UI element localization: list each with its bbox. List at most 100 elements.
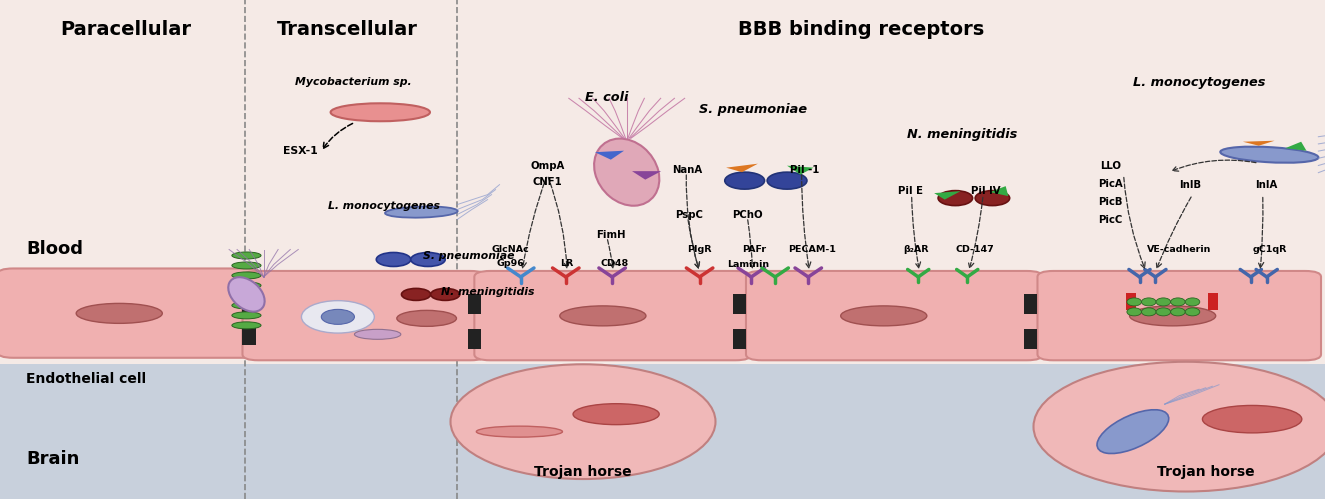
Bar bbox=[1024, 329, 1031, 349]
Polygon shape bbox=[1285, 142, 1306, 151]
Bar bbox=[249, 325, 256, 345]
Polygon shape bbox=[726, 164, 758, 172]
Ellipse shape bbox=[1126, 298, 1141, 306]
Ellipse shape bbox=[1155, 298, 1170, 306]
Ellipse shape bbox=[386, 207, 457, 218]
Bar bbox=[0, 0, 1325, 364]
Ellipse shape bbox=[1129, 306, 1216, 326]
Ellipse shape bbox=[76, 303, 162, 323]
FancyBboxPatch shape bbox=[242, 271, 486, 360]
Ellipse shape bbox=[1155, 308, 1170, 316]
Ellipse shape bbox=[232, 322, 261, 329]
Ellipse shape bbox=[1170, 308, 1185, 316]
Ellipse shape bbox=[354, 329, 400, 339]
Text: Gp96: Gp96 bbox=[496, 259, 525, 268]
Bar bbox=[249, 292, 256, 312]
Ellipse shape bbox=[330, 103, 429, 121]
Ellipse shape bbox=[725, 172, 765, 189]
Ellipse shape bbox=[1203, 405, 1301, 433]
Text: PicA: PicA bbox=[1098, 179, 1122, 189]
Ellipse shape bbox=[975, 191, 1010, 206]
Ellipse shape bbox=[841, 306, 927, 326]
Ellipse shape bbox=[411, 252, 445, 266]
Text: CD48: CD48 bbox=[600, 259, 629, 268]
Text: L. monocytogenes: L. monocytogenes bbox=[329, 201, 440, 211]
Bar bbox=[739, 329, 746, 349]
Bar bbox=[1024, 294, 1031, 314]
Ellipse shape bbox=[376, 252, 411, 266]
Text: BBB binding receptors: BBB binding receptors bbox=[738, 20, 984, 39]
Bar bbox=[1208, 293, 1218, 310]
Polygon shape bbox=[787, 166, 814, 175]
Text: PIgR: PIgR bbox=[688, 245, 712, 254]
Ellipse shape bbox=[1186, 308, 1199, 316]
Bar bbox=[1031, 294, 1037, 314]
Text: Pil E: Pil E bbox=[898, 186, 922, 196]
Ellipse shape bbox=[232, 262, 261, 269]
Ellipse shape bbox=[398, 310, 456, 326]
FancyBboxPatch shape bbox=[474, 271, 751, 360]
Text: VE-cadherin: VE-cadherin bbox=[1147, 245, 1211, 254]
Ellipse shape bbox=[1126, 308, 1141, 316]
Text: Mycobacterium sp.: Mycobacterium sp. bbox=[295, 77, 412, 87]
Text: PicC: PicC bbox=[1098, 215, 1122, 225]
Ellipse shape bbox=[1097, 410, 1169, 454]
Ellipse shape bbox=[228, 277, 265, 312]
Ellipse shape bbox=[232, 292, 261, 299]
Ellipse shape bbox=[1170, 298, 1185, 306]
Text: InIA: InIA bbox=[1256, 180, 1277, 190]
Bar bbox=[1126, 293, 1136, 310]
Text: GlcNAc: GlcNAc bbox=[492, 245, 529, 254]
Text: Brain: Brain bbox=[26, 450, 80, 468]
Text: LR: LR bbox=[560, 259, 574, 268]
Text: InIB: InIB bbox=[1179, 180, 1200, 190]
Text: N. meningitidis: N. meningitidis bbox=[441, 287, 535, 297]
Bar bbox=[733, 329, 739, 349]
Ellipse shape bbox=[477, 426, 562, 437]
Text: β₂AR: β₂AR bbox=[902, 245, 929, 254]
Bar bbox=[468, 329, 474, 349]
Text: Trojan horse: Trojan horse bbox=[534, 465, 632, 479]
Polygon shape bbox=[595, 151, 624, 160]
Bar bbox=[739, 294, 746, 314]
Bar bbox=[733, 294, 739, 314]
Ellipse shape bbox=[232, 272, 261, 279]
Text: FimH: FimH bbox=[596, 230, 625, 240]
Ellipse shape bbox=[1034, 362, 1325, 492]
Ellipse shape bbox=[1142, 308, 1155, 316]
Text: PAFr: PAFr bbox=[742, 245, 766, 254]
Ellipse shape bbox=[594, 139, 660, 206]
Text: PECAM-1: PECAM-1 bbox=[788, 245, 836, 254]
Ellipse shape bbox=[232, 282, 261, 289]
Text: OmpA: OmpA bbox=[530, 161, 564, 171]
Ellipse shape bbox=[559, 306, 647, 326]
Text: LLO: LLO bbox=[1100, 161, 1121, 171]
Text: PicB: PicB bbox=[1098, 197, 1122, 207]
Text: Trojan horse: Trojan horse bbox=[1157, 465, 1255, 479]
Polygon shape bbox=[1243, 141, 1275, 146]
Ellipse shape bbox=[767, 172, 807, 189]
FancyBboxPatch shape bbox=[746, 271, 1043, 360]
FancyBboxPatch shape bbox=[0, 268, 261, 358]
Text: Blood: Blood bbox=[26, 241, 83, 258]
Text: L. monocytogenes: L. monocytogenes bbox=[1133, 76, 1265, 89]
Bar bbox=[1031, 329, 1037, 349]
Text: Laminin: Laminin bbox=[727, 260, 770, 269]
Text: CD-147: CD-147 bbox=[955, 245, 995, 254]
Text: N. meningitidis: N. meningitidis bbox=[906, 128, 1018, 141]
Bar bbox=[468, 294, 474, 314]
Bar bbox=[0, 364, 1325, 499]
Polygon shape bbox=[632, 171, 661, 180]
Text: S. pneumoniae: S. pneumoniae bbox=[698, 103, 807, 116]
Ellipse shape bbox=[451, 364, 716, 479]
Text: Transcellular: Transcellular bbox=[277, 20, 417, 39]
Ellipse shape bbox=[572, 404, 660, 425]
Ellipse shape bbox=[232, 302, 261, 309]
Ellipse shape bbox=[1186, 298, 1199, 306]
Text: Paracellular: Paracellular bbox=[61, 20, 191, 39]
Ellipse shape bbox=[232, 252, 261, 259]
Ellipse shape bbox=[321, 309, 354, 324]
Bar bbox=[242, 325, 249, 345]
Ellipse shape bbox=[301, 300, 374, 333]
Text: S. pneumoniae: S. pneumoniae bbox=[423, 251, 514, 261]
